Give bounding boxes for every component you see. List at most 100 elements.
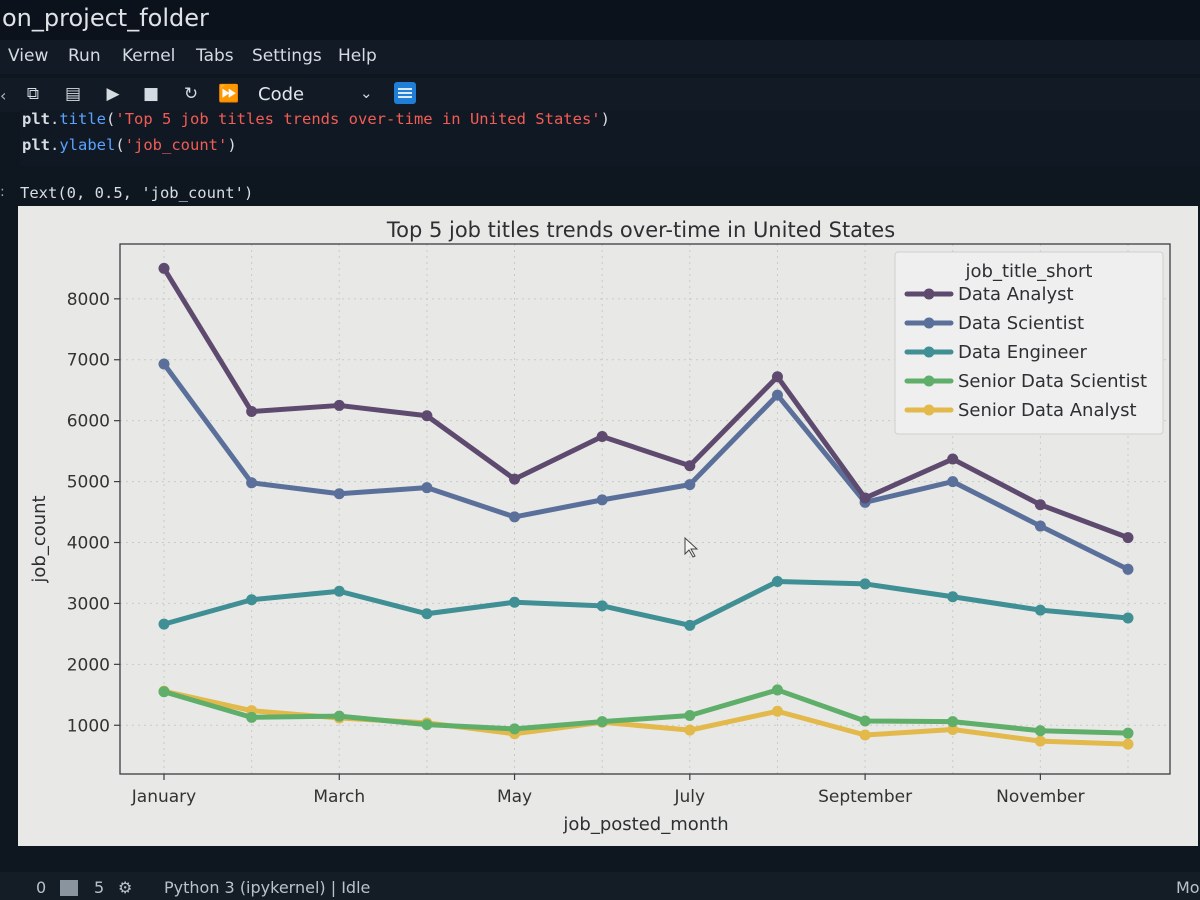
data-point — [421, 482, 433, 494]
data-point — [421, 719, 433, 731]
data-point — [1034, 520, 1046, 532]
stop-icon[interactable]: ■ — [142, 84, 160, 104]
x-tick-label: September — [818, 787, 912, 807]
data-point — [596, 494, 608, 506]
x-tick-label: March — [313, 787, 365, 807]
y-tick-label: 5000 — [67, 473, 110, 493]
code-line-1: plt.title('Top 5 job titles trends over-… — [22, 110, 610, 128]
status-count-b: 5 — [94, 878, 105, 897]
series-data-engineer — [158, 575, 1134, 631]
window-title: on_project_folder — [2, 4, 209, 32]
data-point — [684, 710, 696, 722]
data-point — [1122, 612, 1134, 624]
status-bar: 0 5 ⚙ Python 3 (ipykernel) | Idle Mo — [0, 872, 1200, 900]
data-point — [246, 711, 258, 723]
data-point — [859, 729, 871, 741]
data-point — [771, 705, 783, 717]
legend-label: Data Engineer — [958, 342, 1087, 363]
data-point — [333, 585, 345, 597]
legend-label: Senior Data Analyst — [958, 400, 1137, 421]
paste-icon[interactable]: ▤ — [64, 84, 82, 104]
menu-view[interactable]: View — [8, 46, 49, 66]
x-tick-label: July — [674, 787, 706, 807]
chart-title: Top 5 job titles trends over-time in Uni… — [386, 218, 895, 242]
status-right-text: Mo — [1176, 878, 1200, 897]
legend-marker — [923, 288, 935, 300]
data-point — [859, 492, 871, 504]
data-point — [596, 431, 608, 443]
data-point — [246, 406, 258, 418]
restart-icon[interactable]: ↻ — [183, 84, 199, 104]
legend: job_title_short Data Analyst Data Scienti… — [894, 251, 1164, 435]
y-tick-label: 6000 — [67, 412, 110, 432]
legend-marker — [923, 317, 935, 329]
menu-tabs[interactable]: Tabs — [196, 46, 234, 66]
legend-label: Data Analyst — [958, 284, 1074, 305]
plot-frame — [119, 243, 1171, 775]
y-tick-label: 7000 — [67, 351, 110, 371]
code-cell[interactable]: plt.title('Top 5 job titles trends over-… — [20, 110, 1200, 166]
axis-ticks: 1000 2000 3000 4000 5000 6000 7000 8000 January M… — [67, 290, 1085, 807]
data-point — [684, 724, 696, 736]
menu-help[interactable]: Help — [338, 46, 377, 66]
notebook-toolbar: ⧉ ▤ ▶ ■ ↻ ⏩ Code ⌄ — [0, 78, 1200, 112]
gear-icon: ⚙ — [118, 878, 133, 897]
data-point — [158, 618, 170, 630]
data-point — [771, 575, 783, 587]
series-line — [161, 687, 1131, 736]
data-point — [1122, 532, 1134, 544]
data-point — [246, 477, 258, 489]
x-tick-label: January — [131, 787, 196, 807]
legend-box — [894, 251, 1164, 435]
data-point — [158, 686, 170, 698]
data-point — [158, 358, 170, 370]
data-point — [246, 594, 258, 606]
menu-settings[interactable]: Settings — [252, 46, 322, 66]
data-point — [596, 716, 608, 728]
data-point — [509, 596, 521, 608]
series-lines — [158, 262, 1134, 750]
data-point — [771, 389, 783, 401]
cell-type-select[interactable]: Code — [258, 84, 305, 105]
data-point — [947, 724, 959, 736]
data-point — [947, 453, 959, 465]
series-data-analyst — [158, 262, 1134, 544]
data-point — [947, 716, 959, 728]
terminal-icon — [60, 880, 78, 896]
x-tick-label: November — [996, 787, 1084, 807]
run-icon[interactable]: ▶ — [106, 84, 120, 104]
data-point — [333, 488, 345, 500]
data-point — [1122, 738, 1134, 750]
data-point — [509, 723, 521, 735]
chevron-down-icon[interactable]: ⌄ — [360, 84, 373, 102]
data-point — [333, 399, 345, 411]
data-point — [859, 715, 871, 727]
y-tick-label: 2000 — [67, 655, 110, 675]
data-point — [684, 619, 696, 631]
x-tick-label: May — [497, 787, 532, 807]
data-point — [1034, 725, 1046, 737]
window-titlebar: on_project_folder — [0, 0, 1200, 40]
line-chart: Top 5 job titles trends over-time in Uni… — [29, 218, 1171, 835]
data-point — [596, 600, 608, 612]
series-line — [161, 361, 1131, 572]
fast-forward-icon[interactable]: ⏩ — [218, 84, 240, 104]
data-point — [947, 476, 959, 488]
y-axis-label: job_count — [29, 495, 50, 583]
scroll-left-icon: ‹ — [0, 86, 7, 105]
legend-marker — [923, 346, 935, 358]
legend-marker — [923, 375, 935, 387]
data-point — [509, 511, 521, 523]
data-point — [333, 710, 345, 722]
menu-run[interactable]: Run — [68, 46, 101, 66]
data-point — [771, 371, 783, 383]
series-line — [161, 265, 1131, 541]
data-point — [1122, 727, 1134, 739]
settings-toggle-icon[interactable] — [394, 82, 416, 104]
data-point — [1034, 735, 1046, 747]
data-point — [1034, 604, 1046, 616]
copy-icon[interactable]: ⧉ — [26, 84, 40, 104]
data-point — [684, 479, 696, 491]
menu-kernel[interactable]: Kernel — [122, 46, 176, 66]
kernel-status[interactable]: Python 3 (ipykernel) | Idle — [164, 878, 371, 897]
